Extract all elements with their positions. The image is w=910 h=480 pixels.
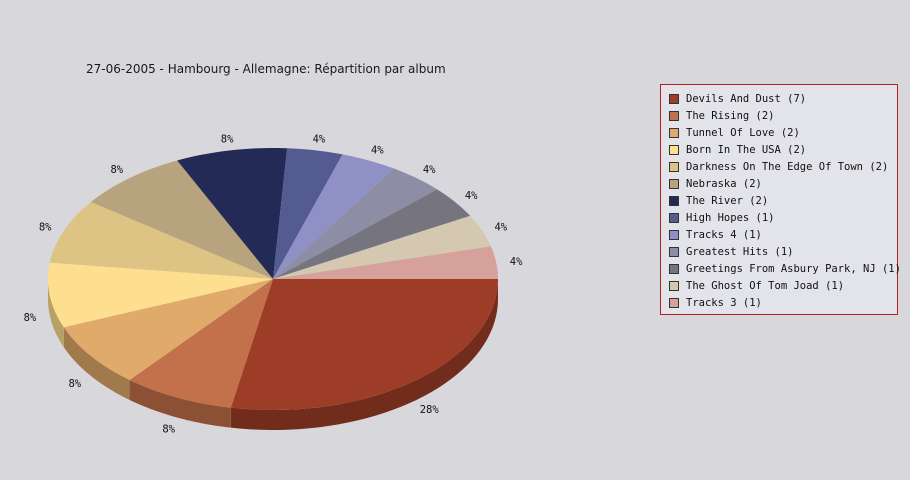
legend-label: Greatest Hits (1) [686,246,794,258]
legend-swatch [669,298,679,308]
legend-item: Devils And Dust (7) [669,92,806,106]
legend-swatch [669,162,679,172]
pie-label-4: 8% [39,221,52,233]
pie-slice-2 [63,279,273,380]
pie-slice-3 [48,262,273,328]
legend-item: The River (2) [669,194,768,208]
legend-swatch [669,281,679,291]
pie-sides [48,279,498,430]
legend-item: The Rising (2) [669,109,775,123]
chart-legend: Devils And Dust (7) The Rising (2) Tunnel … [660,84,901,315]
pie-label-10: 4% [465,190,478,202]
pie-side-2 [63,327,130,400]
pie-label-8: 4% [371,145,384,157]
chart-title: 27-06-2005 - Hambourg - Allemagne: Répar… [86,62,446,76]
legend-swatch [669,145,679,155]
legend-item: Tunnel Of Love (2) [669,126,800,140]
pie-label-2: 8% [68,378,81,390]
pie-slices [48,148,498,410]
pie-slice-12 [273,246,498,279]
legend-item: Greatest Hits (1) [669,245,793,259]
legend-label: The Ghost Of Tom Joad (1) [686,280,845,292]
legend-swatch [669,264,679,274]
legend-swatch [669,111,679,121]
pie-slice-10 [273,189,471,279]
legend-label: The River (2) [686,195,769,207]
legend-label: The Rising (2) [686,110,775,122]
legend-label: Born In The USA (2) [686,144,807,156]
pie-slice-0 [230,279,498,410]
legend-item: Tracks 4 (1) [669,228,762,242]
legend-swatch [669,247,679,257]
legend-swatch [669,128,679,138]
pie-slice-9 [273,168,438,279]
legend-label: Tracks 4 (1) [686,229,762,241]
pie-slice-6 [177,148,288,279]
legend-swatch [669,230,679,240]
pie-side-3 [48,279,64,348]
legend-item: Tracks 3 (1) [669,296,762,310]
legend-swatch [669,94,679,104]
pie-label-6: 8% [221,134,234,146]
legend-label: High Hopes (1) [686,212,775,224]
pie-slice-5 [90,160,273,279]
legend-item: Greetings From Asbury Park, NJ (1) [669,262,901,276]
legend-label: Tunnel Of Love (2) [686,127,800,139]
pie-slice-4 [49,202,273,279]
legend-item: Darkness On The Edge Of Town (2) [669,160,888,174]
legend-item: The Ghost Of Tom Joad (1) [669,279,844,293]
pie-label-1: 8% [162,423,175,435]
pie-slice-8 [273,154,394,279]
pie-slice-7 [273,148,343,279]
pie-labels: 28% 8% 8% 8% 8% 8% 8% 4% 4% 4% 4% 4% 4% [24,134,524,436]
legend-label: Darkness On The Edge Of Town (2) [686,161,889,173]
pie-side-0 [230,279,498,430]
pie-slice-1 [129,279,273,408]
legend-swatch [669,196,679,206]
legend-item: High Hopes (1) [669,211,775,225]
legend-label: Devils And Dust (7) [686,93,807,105]
pie-label-7: 4% [313,134,326,146]
pie-label-0: 28% [420,404,440,416]
pie-label-5: 8% [110,164,123,176]
legend-label: Nebraska (2) [686,178,762,190]
legend-label: Greetings From Asbury Park, NJ (1) [686,263,901,275]
legend-label: Tracks 3 (1) [686,297,762,309]
pie-label-12: 4% [510,256,523,268]
pie-label-3: 8% [24,312,37,324]
pie-label-9: 4% [423,164,436,176]
legend-item: Nebraska (2) [669,177,762,191]
pie-slice-11 [273,215,491,279]
legend-swatch [669,213,679,223]
legend-item: Born In The USA (2) [669,143,806,157]
legend-swatch [669,179,679,189]
pie-side-1 [129,379,231,428]
pie-label-11: 4% [494,221,507,233]
